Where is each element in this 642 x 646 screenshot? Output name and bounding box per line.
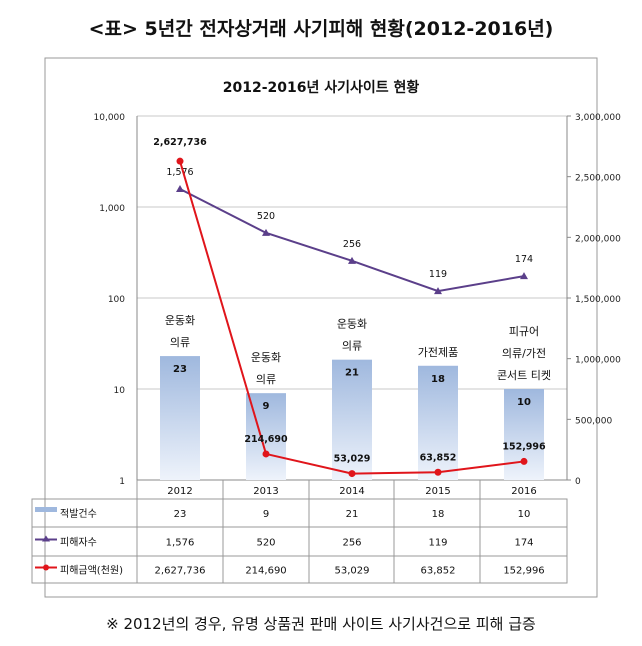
category-label: 2012 [167, 486, 192, 497]
bar-label: 23 [173, 364, 187, 375]
annotation: 의류/가전 [502, 347, 546, 360]
category-label: 2013 [253, 486, 278, 497]
table-cell: 63,852 [421, 566, 456, 577]
damage-marker [348, 470, 356, 478]
bar-label: 10 [517, 397, 531, 408]
right-tick-label: 1,000,000 [575, 356, 621, 366]
table-cell: 21 [346, 509, 359, 520]
table-cell: 256 [342, 538, 361, 549]
damage-label: 63,852 [420, 452, 457, 463]
right-tick-label: 2,000,000 [575, 234, 621, 244]
legend-label: 적발건수 [60, 508, 97, 520]
legend-triangle-icon [42, 535, 50, 542]
bar-2014 [332, 359, 372, 480]
table-cell: 520 [256, 538, 275, 549]
damage-marker [176, 157, 184, 165]
victims-marker [176, 185, 184, 193]
footnote: ※ 2012년의 경우, 유명 상품권 판매 사이트 사기사건으로 피해 급증 [106, 615, 536, 633]
bar-label: 21 [345, 368, 359, 379]
category-label: 2014 [339, 486, 364, 497]
bar-2012 [160, 356, 200, 480]
table-cell: 1,576 [166, 538, 195, 549]
annotation: 운동화 [337, 318, 367, 331]
category-label: 2016 [511, 486, 536, 497]
annotation: 운동화 [165, 314, 195, 327]
right-tick-label: 500,000 [575, 416, 612, 426]
table-cell: 10 [518, 509, 531, 520]
table-cell: 9 [263, 509, 269, 520]
left-tick-label: 10,000 [94, 113, 126, 123]
legend-bar-icon [35, 507, 57, 512]
damage-label: 2,627,736 [153, 137, 207, 148]
legend-label: 피해금액(천원) [60, 564, 123, 577]
table-cell: 214,690 [245, 566, 286, 577]
damage-marker [520, 457, 528, 465]
annotation: 의류 [170, 336, 190, 349]
bar-label: 18 [431, 374, 445, 385]
damage-label: 53,029 [334, 454, 371, 465]
bar-2015 [418, 365, 458, 480]
victims-label: 256 [343, 239, 361, 250]
table-cell: 119 [428, 538, 447, 549]
victims-marker [434, 287, 442, 295]
right-tick-label: 3,000,000 [575, 113, 621, 123]
table-cell: 2,627,736 [155, 566, 206, 577]
left-tick-label: 1 [119, 477, 125, 487]
category-label: 2015 [425, 486, 450, 497]
victims-marker [520, 272, 528, 280]
left-tick-label: 1,000 [99, 204, 125, 214]
annotation: 의류 [256, 373, 276, 386]
table-cell: 152,996 [503, 566, 544, 577]
victims-label: 119 [429, 269, 447, 280]
data-table [31, 498, 568, 584]
victims-marker [262, 228, 270, 236]
damage-marker [434, 468, 442, 476]
damage-label: 214,690 [244, 434, 288, 445]
legend-dot-icon [43, 564, 49, 571]
damage-label: 152,996 [502, 441, 546, 452]
chart-title: 2012-2016년 사기사이트 현황 [223, 79, 420, 96]
table-cell: 18 [432, 509, 445, 520]
table-cell: 53,029 [335, 566, 370, 577]
left-tick-label: 10 [114, 386, 126, 396]
table-cell: 174 [514, 538, 533, 549]
right-tick-label: 1,500,000 [575, 295, 621, 305]
annotation: 피규어 [509, 325, 539, 338]
annotation: 콘서트 티켓 [497, 369, 551, 382]
victims-label: 520 [257, 211, 275, 222]
victims-marker [348, 256, 356, 264]
table-cell: 23 [174, 509, 187, 520]
victims-label: 1,576 [166, 167, 193, 178]
right-tick-label: 2,500,000 [575, 174, 621, 184]
damage-marker [262, 450, 270, 458]
annotation: 가전제품 [418, 346, 458, 359]
bar-label: 9 [263, 401, 270, 412]
right-tick-label: 0 [575, 477, 581, 487]
legend-label: 피해자수 [60, 536, 97, 549]
page-title: <표> 5년간 전자상거래 사기피해 현황(2012-2016년) [88, 18, 554, 40]
annotation: 운동화 [251, 351, 281, 364]
annotation: 의류 [342, 340, 362, 353]
left-tick-label: 100 [108, 295, 125, 305]
victims-label: 174 [515, 254, 533, 265]
